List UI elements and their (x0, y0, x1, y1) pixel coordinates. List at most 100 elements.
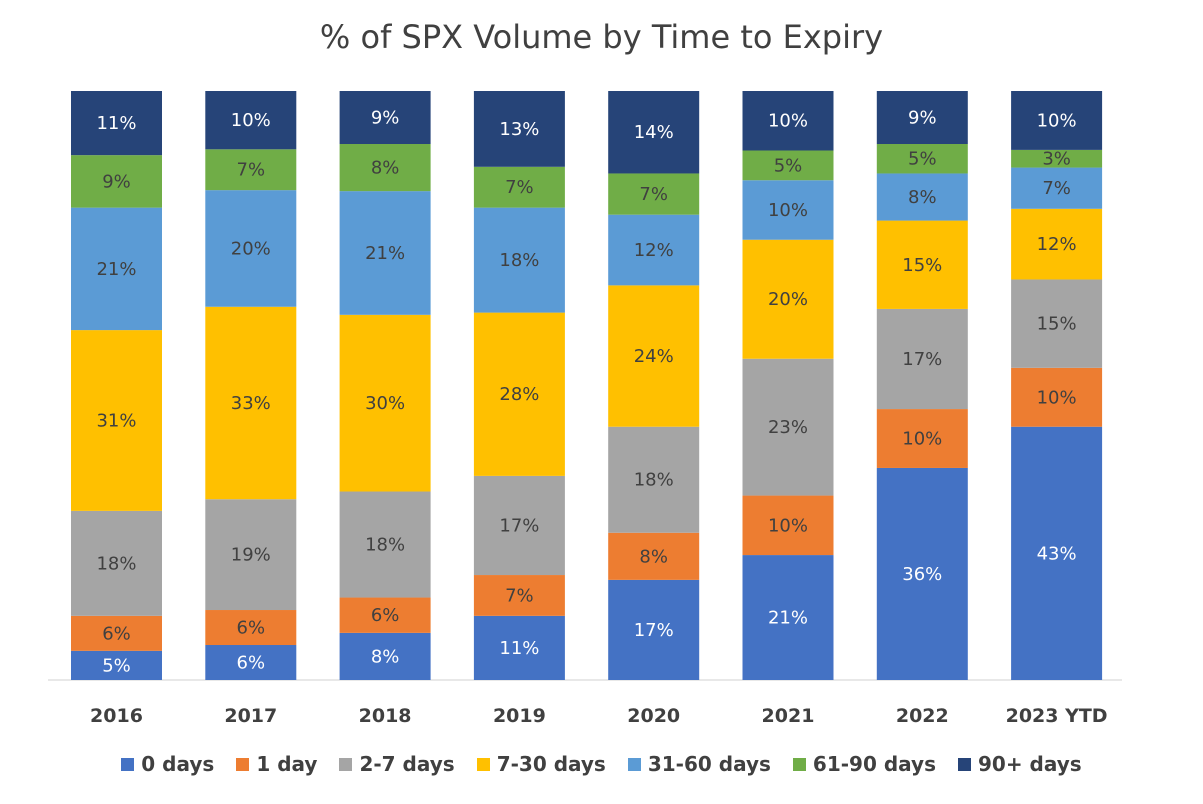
bar-segment (71, 510, 162, 616)
bar-segment (876, 308, 968, 410)
data-label: 9% (102, 171, 131, 192)
bar-segment (339, 191, 431, 315)
data-label: 7% (505, 585, 534, 606)
bar-segment (473, 475, 565, 576)
bar-segment (876, 173, 968, 221)
data-label: 5% (908, 149, 937, 170)
x-tick-label: 2023 YTD (1006, 705, 1108, 727)
data-label: 30% (365, 393, 405, 414)
data-label: 10% (902, 429, 942, 450)
data-label: 6% (371, 605, 400, 626)
data-label: 6% (102, 623, 131, 644)
bar-segment (876, 91, 968, 145)
bar-segment (608, 532, 700, 580)
bar-segment (1011, 167, 1103, 209)
data-label: 7% (237, 160, 266, 181)
legend-item: 1 day (236, 752, 317, 776)
legend-label: 31-60 days (647, 752, 771, 776)
bar-segment (473, 91, 565, 167)
bar-segment (742, 358, 834, 496)
data-label: 10% (1037, 387, 1077, 408)
bar-segment (1011, 279, 1103, 368)
bar-segment (876, 220, 968, 309)
bar-segment (742, 180, 834, 240)
data-label: 7% (505, 177, 534, 198)
legend-swatch (121, 757, 135, 771)
bar-segment (876, 409, 968, 468)
bar-segment (205, 499, 297, 611)
bar-segment (205, 149, 297, 191)
data-label: 15% (1037, 314, 1077, 335)
data-label: 8% (371, 158, 400, 179)
data-label: 14% (634, 122, 674, 143)
bar-segment (608, 173, 700, 215)
data-label: 19% (231, 545, 271, 566)
data-label: 7% (639, 184, 668, 205)
legend-label: 7-30 days (496, 752, 606, 776)
legend-label: 1 day (256, 752, 318, 776)
data-label: 5% (774, 155, 803, 176)
bar-segment (339, 491, 431, 598)
data-label: 9% (908, 108, 937, 129)
legend-swatch (958, 757, 971, 771)
data-label: 15% (902, 255, 942, 276)
bar-segment (205, 645, 297, 680)
bar-segment (71, 155, 162, 208)
data-label: 13% (499, 119, 539, 140)
legend-swatch (236, 757, 250, 771)
bar-segment (1011, 91, 1103, 150)
bar-segment (339, 314, 431, 492)
bar-segment (608, 214, 700, 286)
bar-segment (608, 579, 700, 680)
data-label: 21% (96, 259, 136, 280)
legend: 0 days 1 day 2-7 days 7-30 days 31-60 days 61… (0, 752, 1203, 776)
data-label: 10% (768, 200, 808, 221)
data-label: 6% (237, 653, 266, 674)
bar-segment (71, 650, 162, 680)
data-label: 20% (231, 238, 271, 259)
bar-segment (1011, 367, 1103, 427)
data-label: 17% (634, 620, 674, 641)
data-label: 10% (1037, 110, 1077, 131)
bar-segment (876, 144, 968, 174)
legend-swatch (792, 757, 806, 771)
data-label: 21% (365, 243, 405, 264)
data-label: 18% (634, 470, 674, 491)
bar-segment (742, 150, 834, 181)
bar-segment (205, 610, 297, 646)
bar-segment (473, 207, 565, 313)
legend-label: 0 days (141, 752, 215, 776)
data-label: 3% (1042, 149, 1071, 170)
data-label: 23% (768, 417, 808, 438)
x-tick-label: 2019 (493, 705, 546, 727)
data-label: 12% (634, 240, 674, 261)
data-label: 24% (634, 346, 674, 367)
x-tick-label: 2016 (90, 705, 143, 727)
bar-segment (339, 597, 431, 633)
bar-segment (473, 312, 565, 476)
bar-segment (742, 555, 834, 680)
bar-segment (71, 207, 162, 331)
x-tick-label: 2018 (359, 705, 412, 727)
x-tick-label: 2017 (224, 705, 277, 727)
bar-segment (205, 190, 297, 307)
data-label: 10% (768, 515, 808, 536)
bar-segment (339, 144, 431, 192)
data-label: 9% (371, 108, 400, 129)
data-label: 20% (768, 289, 808, 310)
chart-title: % of SPX Volume by Time to Expiry (319, 18, 884, 56)
legend-swatch (627, 757, 641, 771)
bar-segment (339, 91, 431, 145)
x-tick-label: 2022 (896, 705, 949, 727)
bar-segment (205, 306, 297, 500)
data-label: 18% (96, 553, 136, 574)
bar-segment (71, 330, 162, 511)
bar-segment (71, 91, 162, 156)
legend-swatch (476, 757, 490, 771)
data-label: 11% (96, 113, 136, 134)
bar-segment (608, 285, 700, 427)
bar-segment (608, 426, 700, 533)
bar-segment (1011, 426, 1103, 680)
